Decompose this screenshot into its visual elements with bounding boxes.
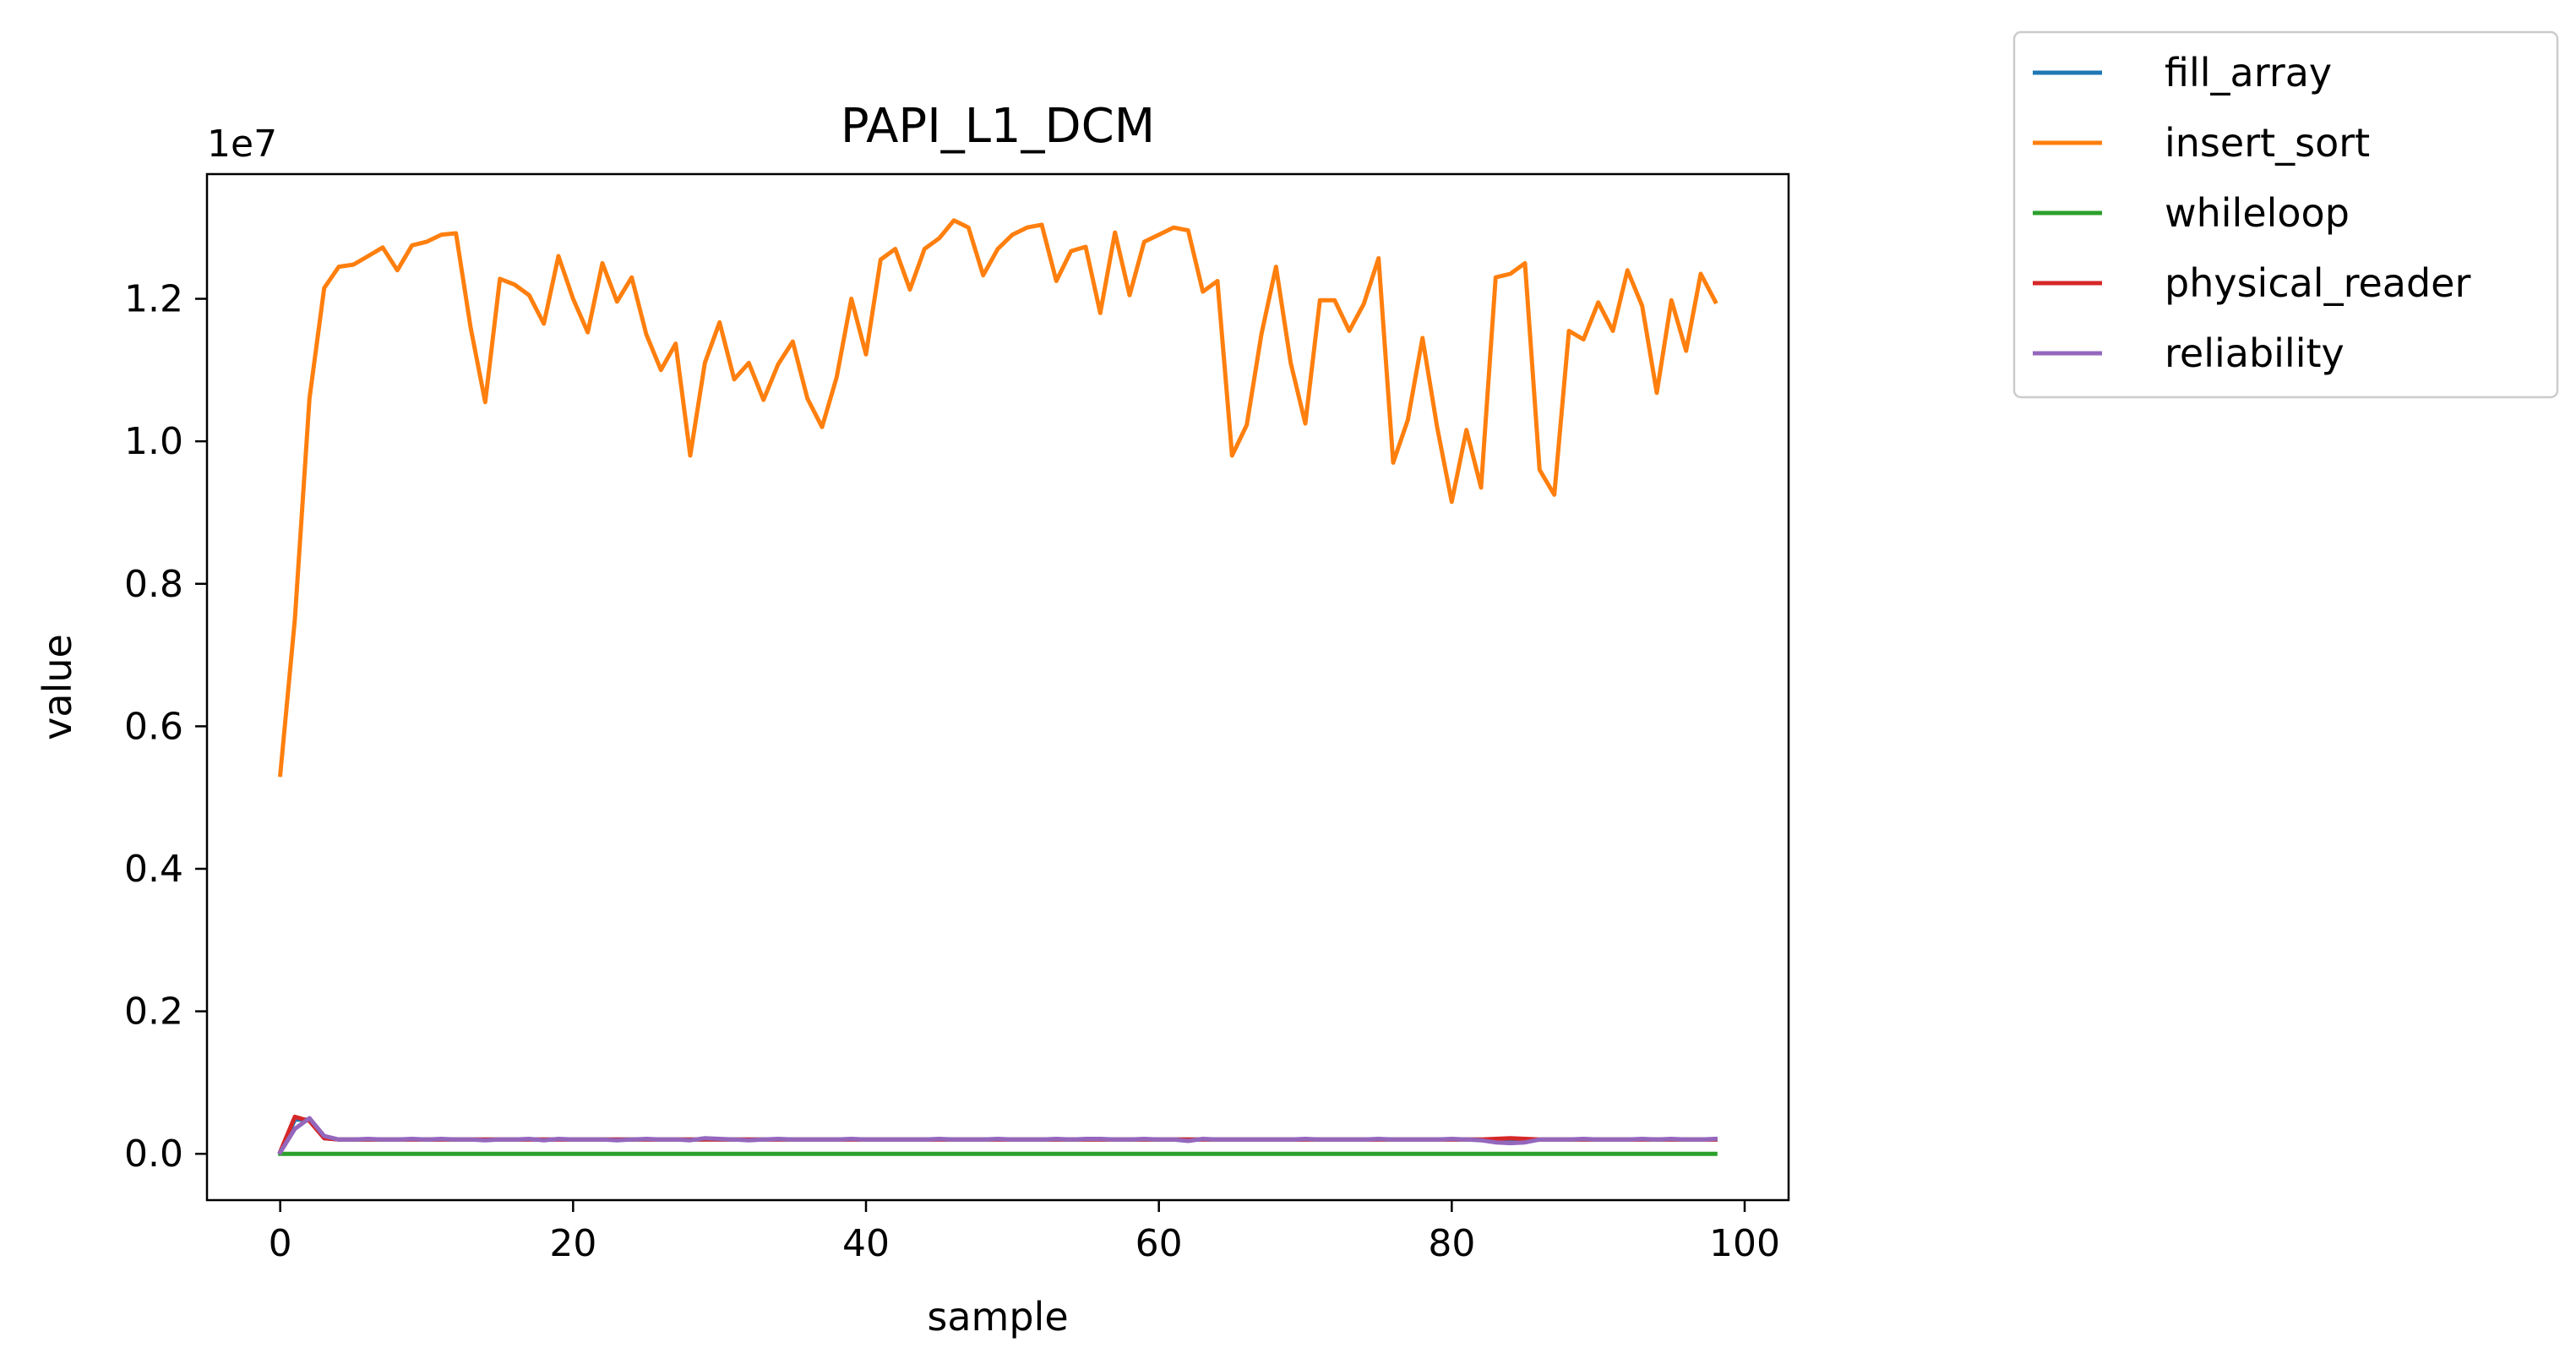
y-axis-offset-label: 1e7 <box>207 123 277 166</box>
y-tick-label: 1.0 <box>124 420 183 463</box>
legend-label-whileloop: whileloop <box>2165 190 2350 236</box>
x-tick-label: 20 <box>549 1222 596 1265</box>
x-tick-label: 80 <box>1428 1222 1475 1265</box>
plot-frame <box>205 172 1790 1202</box>
x-tick-label: 100 <box>1709 1222 1780 1265</box>
series-line-reliability <box>277 1116 1718 1155</box>
x-tick-label: 40 <box>842 1222 890 1265</box>
legend-label-reliability: reliability <box>2165 330 2345 376</box>
legend-frame <box>2012 30 2559 399</box>
legend-items: fill_array insert_sort whileloop physical_r… <box>2033 50 2470 376</box>
series-layer <box>277 218 1718 1156</box>
plot-area <box>207 174 1789 1200</box>
y-tick-label: 0.2 <box>124 991 183 1034</box>
y-axis-label: value <box>35 634 80 740</box>
y-tick-label: 0.8 <box>124 563 183 606</box>
chart-title: PAPI_L1_DCM <box>841 99 1155 154</box>
y-tick-label: 1.2 <box>124 278 183 321</box>
y-tick-label: 0.4 <box>124 848 183 891</box>
legend-label-fill_array: fill_array <box>2165 50 2332 96</box>
x-tick-label: 60 <box>1136 1222 1183 1265</box>
x-axis-label: sample <box>927 1294 1068 1340</box>
legend-label-insert_sort: insert_sort <box>2165 120 2370 166</box>
legend: fill_array insert_sort whileloop physical_r… <box>2012 30 2559 399</box>
y-tick-label: 0.0 <box>124 1133 183 1176</box>
y-axis-ticks: 0.0 0.2 0.4 0.6 0.8 1.0 1.2 <box>124 278 207 1176</box>
legend-label-physical_reader: physical_reader <box>2165 260 2470 306</box>
y-tick-label: 0.6 <box>124 705 183 748</box>
series-line-insert_sort <box>277 218 1718 778</box>
x-axis-ticks: 0 20 40 60 80 100 <box>269 1200 1780 1265</box>
x-tick-label: 0 <box>269 1222 292 1265</box>
